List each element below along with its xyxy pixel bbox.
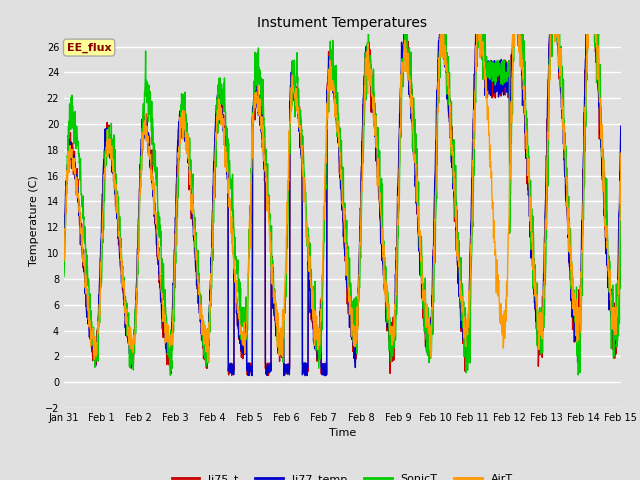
- li75_t: [228, 372, 236, 378]
- SonicT: [601, 174, 609, 180]
- li77_temp: [88, 345, 96, 351]
- AirT: [601, 224, 609, 230]
- SonicT: [60, 274, 68, 279]
- li77_temp: [499, 87, 506, 93]
- li77_temp: [602, 223, 609, 228]
- SonicT: [331, 89, 339, 95]
- Text: EE_flux: EE_flux: [67, 42, 111, 53]
- AirT: [331, 114, 339, 120]
- X-axis label: Time: Time: [329, 429, 356, 438]
- li75_t: [60, 237, 68, 243]
- li77_temp: [331, 98, 339, 104]
- li77_temp: [321, 373, 329, 379]
- li75_t: [316, 315, 324, 321]
- li77_temp: [601, 211, 609, 217]
- Legend: li75_t, li77_temp, SonicT, AirT: li75_t, li77_temp, SonicT, AirT: [167, 470, 518, 480]
- SonicT: [617, 196, 625, 202]
- AirT: [88, 336, 96, 341]
- AirT: [316, 318, 324, 324]
- SonicT: [499, 82, 506, 88]
- AirT: [617, 150, 625, 156]
- AirT: [60, 258, 68, 264]
- Line: AirT: AirT: [64, 0, 621, 362]
- SonicT: [602, 198, 609, 204]
- li75_t: [499, 89, 506, 95]
- li75_t: [602, 213, 609, 218]
- Line: SonicT: SonicT: [64, 0, 621, 375]
- li77_temp: [617, 123, 625, 129]
- Y-axis label: Temperature (C): Temperature (C): [29, 175, 39, 266]
- SonicT: [316, 328, 324, 334]
- SonicT: [88, 326, 96, 332]
- li77_temp: [316, 321, 324, 327]
- li77_temp: [60, 240, 68, 246]
- li75_t: [88, 342, 96, 348]
- Line: li77_temp: li77_temp: [64, 0, 621, 376]
- li75_t: [331, 106, 339, 112]
- li75_t: [617, 156, 625, 162]
- AirT: [499, 312, 506, 318]
- AirT: [204, 359, 212, 365]
- AirT: [602, 216, 609, 222]
- Line: li75_t: li75_t: [64, 0, 621, 375]
- SonicT: [166, 372, 174, 378]
- Title: Instument Temperatures: Instument Temperatures: [257, 16, 428, 30]
- li75_t: [601, 226, 609, 231]
